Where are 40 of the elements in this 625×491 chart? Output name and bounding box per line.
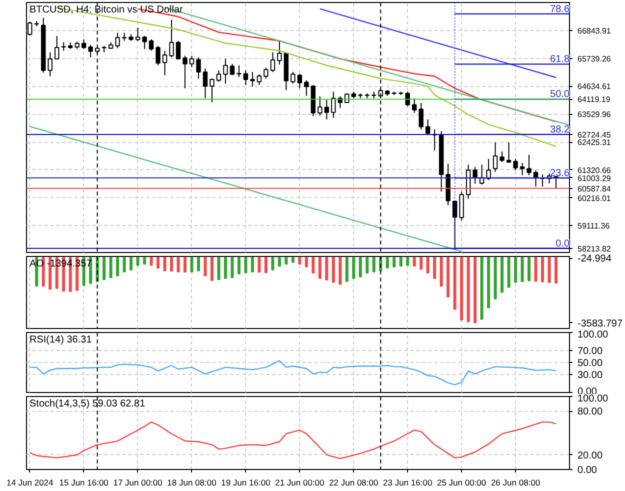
ref-line-label: 61003.29 [578, 174, 612, 183]
series-label: 61.8 [550, 54, 570, 66]
ref-line-label: 58213.82 [578, 244, 612, 254]
series-label: 50.0 [550, 89, 570, 100]
y-tick-label: 64634.61 [578, 82, 612, 92]
y-tick-label: 0.00 [578, 465, 598, 476]
y-tick-label: 63529.96 [578, 110, 612, 120]
y-tick-label: 66843.91 [578, 26, 612, 36]
y-tick-label: 60216.01 [578, 194, 612, 203]
x-tick-label: 18 Jun 08:00 [167, 478, 217, 488]
x-tick-label: 17 Jun 00:00 [113, 478, 163, 488]
x-tick-label: 19 Jun 16:00 [221, 478, 271, 488]
y-tick-label: 59111.36 [578, 222, 610, 231]
x-tick-label: 15 Jun 16:00 [59, 478, 109, 488]
ref-line-label: 64119.19 [578, 95, 611, 104]
y-tick-label: -24.994 [578, 254, 612, 265]
series-label: 23.6 [550, 168, 570, 180]
x-tick-label: 23 Jun 16:00 [383, 478, 432, 488]
y-tick-label: 50.00 [578, 358, 603, 369]
y-tick-label: 20.00 [578, 450, 603, 462]
series-label: 38.2 [550, 124, 570, 136]
series-label: 78.6 [550, 4, 570, 15]
y-tick-label: 62425.31 [578, 138, 612, 148]
y-tick-label: 65739.26 [578, 54, 612, 64]
y-tick-label: 30.00 [578, 370, 603, 381]
series-label: 0.0 [556, 238, 570, 250]
x-tick-label: 25 Jun 00:00 [437, 478, 486, 488]
y-tick-label: 80.00 [578, 406, 603, 418]
x-tick-label: 21 Jun 00:00 [275, 478, 325, 488]
y-tick-label: 100.00 [578, 330, 609, 340]
y-tick-label: 61320.66 [578, 166, 612, 175]
x-tick-label: 26 Jun 08:00 [490, 478, 540, 488]
y-tick-label: 70.00 [578, 346, 603, 357]
ref-line-label: 60587.84 [578, 184, 612, 194]
chart-title: Stoch(14,3,5) 59.03 62.81 [30, 398, 146, 410]
ref-line-label: 62724.45 [578, 130, 612, 140]
chart-title: RSI(14) 36.31 [30, 334, 92, 346]
y-tick-label: -3583.797 [578, 318, 623, 330]
x-tick-label: 14 Jun 2024 [6, 478, 54, 488]
x-tick-label: 22 Jun 08:00 [329, 478, 378, 488]
